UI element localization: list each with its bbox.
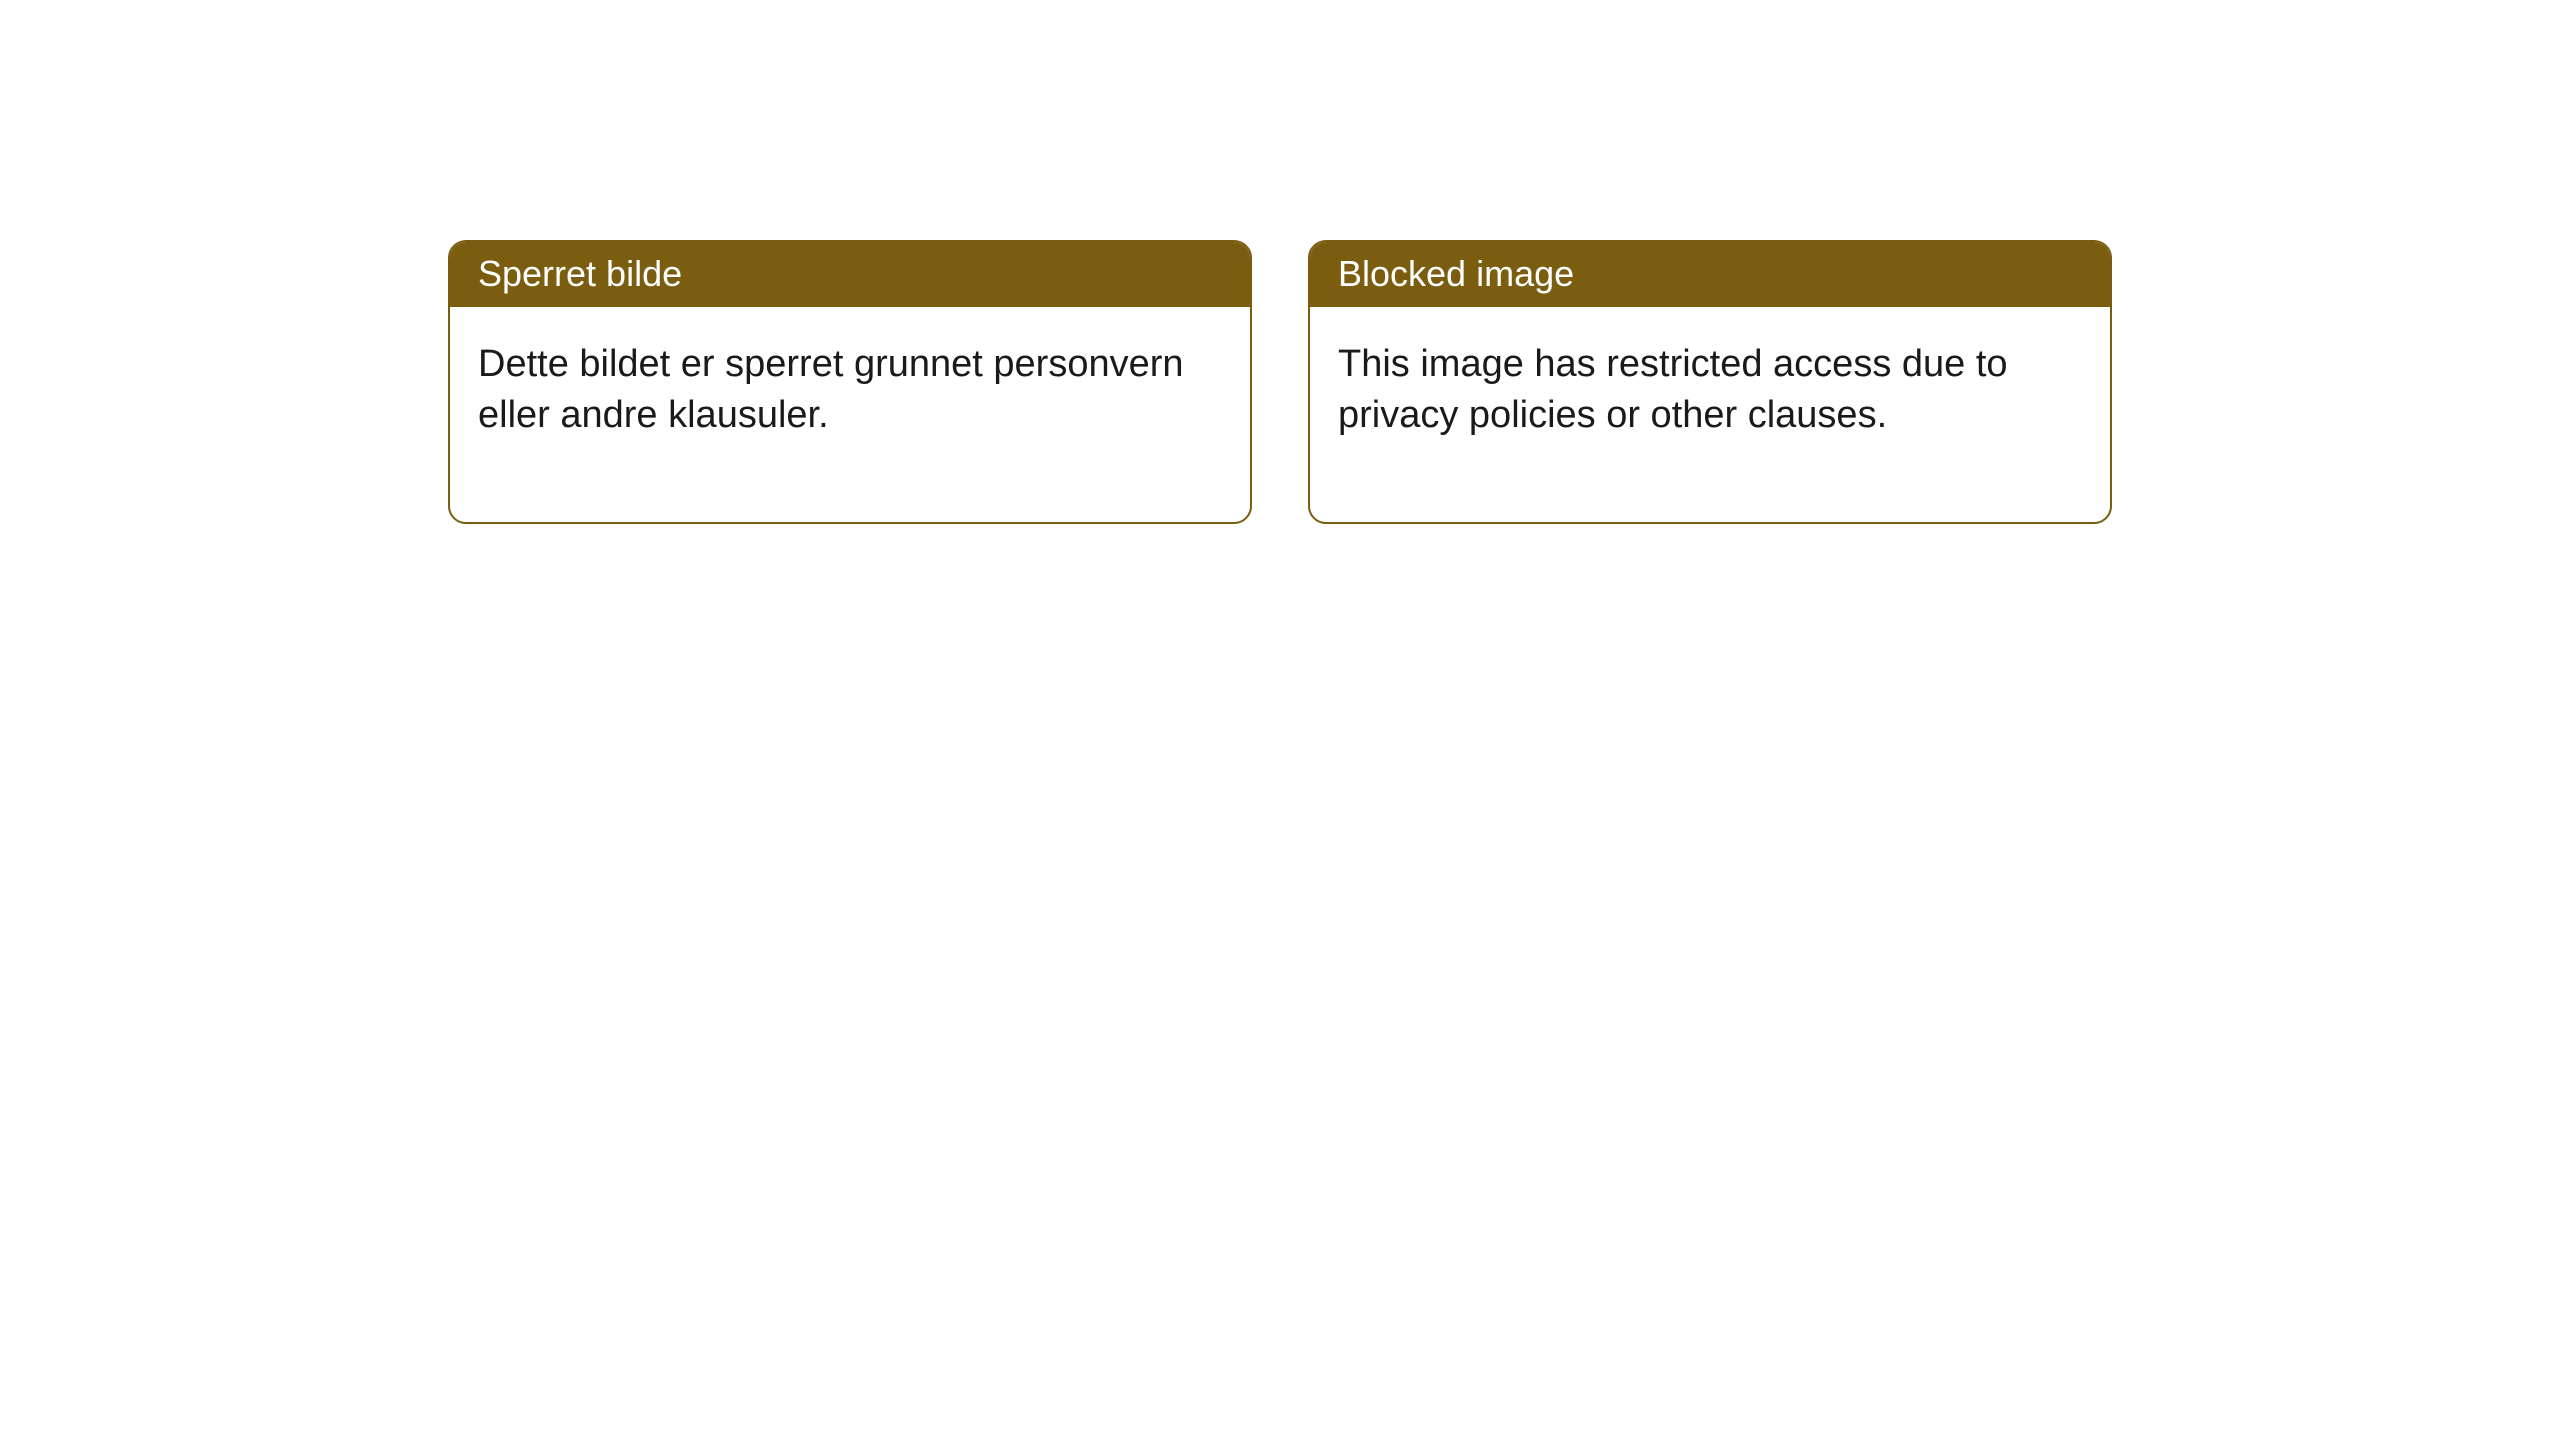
notice-text: This image has restricted access due to … (1338, 343, 2008, 436)
notice-header: Blocked image (1310, 242, 2110, 307)
notice-header: Sperret bilde (450, 242, 1250, 307)
notice-container: Sperret bilde Dette bildet er sperret gr… (0, 0, 2560, 524)
notice-title: Sperret bilde (478, 253, 682, 294)
notice-body: This image has restricted access due to … (1310, 307, 2110, 522)
notice-title: Blocked image (1338, 253, 1574, 294)
notice-text: Dette bildet er sperret grunnet personve… (478, 343, 1184, 436)
notice-card-english: Blocked image This image has restricted … (1308, 240, 2112, 524)
notice-body: Dette bildet er sperret grunnet personve… (450, 307, 1250, 522)
notice-card-norwegian: Sperret bilde Dette bildet er sperret gr… (448, 240, 1252, 524)
